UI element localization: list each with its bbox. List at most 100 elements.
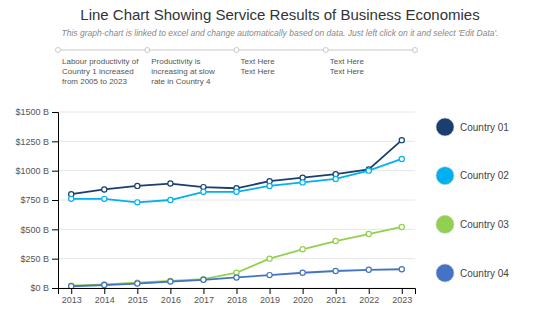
y-axis: $0 B $250 B $500 B $750 B $1000 B $1250 B $150…: [15, 107, 58, 293]
legend-label: Country 04: [460, 268, 509, 279]
series-marker: [333, 176, 338, 181]
x-tick-label: 2019: [260, 295, 280, 305]
x-tick-label: 2017: [194, 295, 214, 305]
y-tick-mark: [52, 259, 58, 260]
series: [69, 138, 405, 197]
grid-line: [58, 112, 415, 113]
annotation-node: [145, 48, 150, 53]
x-tick-label: 2018: [227, 295, 247, 305]
annotation: Text HereText Here: [241, 57, 276, 76]
x-tick: 2016: [161, 288, 181, 305]
series-marker: [366, 267, 371, 272]
x-tick: 2019: [260, 288, 280, 305]
series-marker: [399, 224, 404, 229]
grid: [58, 112, 415, 288]
series: [69, 156, 405, 205]
series-marker: [267, 272, 272, 277]
y-tick-label: $250 B: [20, 254, 49, 264]
series: [69, 267, 405, 288]
series-marker: [201, 277, 206, 282]
y-tick-label: $750 B: [20, 195, 49, 205]
x-tick: 2020: [293, 288, 313, 305]
legend-item: Country 03: [436, 215, 509, 233]
series-marker: [69, 283, 74, 288]
series-marker: [234, 275, 239, 280]
series-marker: [135, 183, 140, 188]
series-marker: [168, 181, 173, 186]
title: Line Chart Showing Service Results of Bu…: [80, 6, 479, 23]
subtitle: This graph-chart is linked to excel and …: [62, 28, 499, 38]
series-line: [71, 159, 402, 202]
x-tick-mark: [336, 288, 337, 294]
chart: Line Chart Showing Service Results of Bu…: [0, 0, 560, 315]
y-tick: $750 B: [20, 195, 58, 205]
x-tick-mark: [369, 288, 370, 294]
x-tick-label: 2015: [128, 295, 148, 305]
series-marker: [366, 231, 371, 236]
series: [69, 224, 405, 288]
legend-item: Country 04: [436, 264, 509, 282]
x-tick-label: 2013: [62, 295, 82, 305]
annotation: Labour productivity ofCountry 1 increase…: [62, 57, 139, 86]
x-tick: 2023: [392, 288, 412, 305]
legend-swatch: [436, 118, 454, 136]
series-marker: [333, 268, 338, 273]
legend: Country 01 Country 02 Country 03 Country 04: [436, 118, 509, 282]
grid-line: [58, 141, 415, 142]
series-marker: [300, 270, 305, 275]
legend-label: Country 01: [460, 122, 509, 133]
series-marker: [201, 277, 206, 282]
x-tick-label: 2021: [326, 295, 346, 305]
series-marker: [135, 281, 140, 286]
x-tick: 2017: [194, 288, 214, 305]
y-tick: $1500 B: [15, 107, 58, 117]
x-tick-mark: [203, 288, 204, 294]
series-marker: [102, 187, 107, 192]
series-marker: [102, 282, 107, 287]
y-axis-line: [52, 113, 59, 289]
plot-area: [69, 138, 405, 288]
series-marker: [135, 200, 140, 205]
series-marker: [300, 247, 305, 252]
legend-item: Country 02: [436, 167, 509, 185]
series-marker: [267, 183, 272, 188]
y-tick: $0 B: [30, 283, 58, 293]
legend-label: Country 02: [460, 170, 509, 181]
x-tick: 2021: [326, 288, 346, 305]
series-marker: [267, 256, 272, 261]
x-tick-label: 2014: [95, 295, 115, 305]
series-marker: [300, 180, 305, 185]
y-tick-mark: [52, 229, 58, 230]
y-tick-label: $500 B: [20, 225, 49, 235]
x-tick: 2015: [128, 288, 148, 305]
series-marker: [366, 168, 371, 173]
annotation-node: [56, 48, 61, 53]
y-tick-label: $1500 B: [15, 107, 49, 117]
legend-label: Country 03: [460, 219, 509, 230]
series-marker: [399, 156, 404, 161]
y-tick: $250 B: [20, 254, 58, 264]
x-tick-mark: [303, 288, 304, 294]
annotation: Productivity isincreasing at slowrate in…: [151, 57, 215, 86]
y-tick: $1000 B: [15, 166, 58, 176]
y-tick-mark: [52, 200, 58, 201]
y-tick: $1250 B: [15, 137, 58, 147]
series-line: [71, 227, 402, 286]
x-tick-label: 2023: [392, 295, 412, 305]
x-tick-mark: [270, 288, 271, 294]
annotation-node: [323, 48, 328, 53]
x-tick-mark: [402, 288, 403, 294]
x-tick-mark: [71, 288, 72, 294]
y-tick-mark: [52, 171, 58, 172]
annotation-node: [234, 48, 239, 53]
x-tick-mark: [237, 288, 238, 294]
series-marker: [201, 189, 206, 194]
series-marker: [234, 189, 239, 194]
x-tick-label: 2016: [161, 295, 181, 305]
series-marker: [399, 138, 404, 143]
series-marker: [69, 284, 74, 288]
series-marker: [168, 279, 173, 284]
legend-item: Country 01: [436, 118, 509, 136]
y-tick-label: $0 B: [30, 283, 49, 293]
series-line: [71, 269, 402, 286]
